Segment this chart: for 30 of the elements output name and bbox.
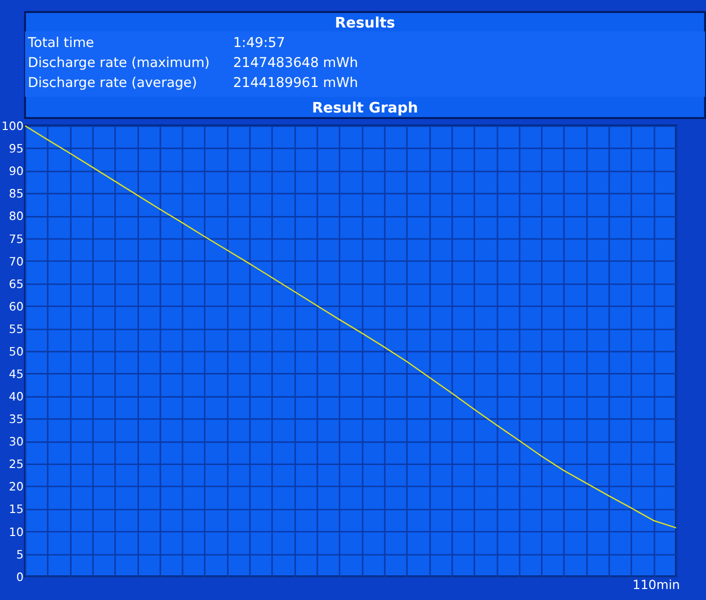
y-tick-label: 90	[8, 164, 24, 178]
y-tick-label: 85	[8, 186, 24, 201]
text: 1:49:57	[233, 34, 286, 51]
text: Discharge rate (maximum)	[28, 54, 210, 71]
y-tick-label: 50	[8, 344, 24, 358]
y-tick-label: 20	[8, 480, 24, 494]
annotation: 110min	[632, 577, 680, 592]
y-tick-label: 10	[8, 524, 24, 539]
y-tick-label: 70	[8, 254, 24, 268]
y-tick-label: 75	[8, 232, 24, 246]
y-tick-label: 60	[8, 299, 24, 314]
y-tick-label: 5	[16, 547, 24, 562]
y-tick-label: 80	[8, 209, 24, 224]
y-tick-label: 0	[16, 570, 24, 584]
y-tick-label: 25	[8, 457, 24, 472]
y-tick-label: 15	[8, 502, 24, 516]
chart-title: Results	[334, 16, 396, 32]
text: Discharge rate (average)	[28, 75, 197, 92]
y-tick-label: 40	[8, 390, 24, 404]
y-tick-label: 95	[8, 142, 24, 156]
y-tick-label: 65	[8, 276, 24, 291]
y-tick-label: 100	[2, 119, 24, 134]
y-tick-label: 55	[8, 322, 24, 336]
y-tick-label: 35	[8, 412, 24, 426]
y-tick-label: 45	[8, 366, 24, 381]
chart-subtitle: Result Graph	[312, 100, 418, 116]
text: 2144189961 mWh	[233, 75, 358, 92]
text: Total time	[26, 34, 94, 51]
y-tick-label: 30	[8, 434, 24, 449]
text: 2147483648 mWh	[233, 54, 358, 71]
